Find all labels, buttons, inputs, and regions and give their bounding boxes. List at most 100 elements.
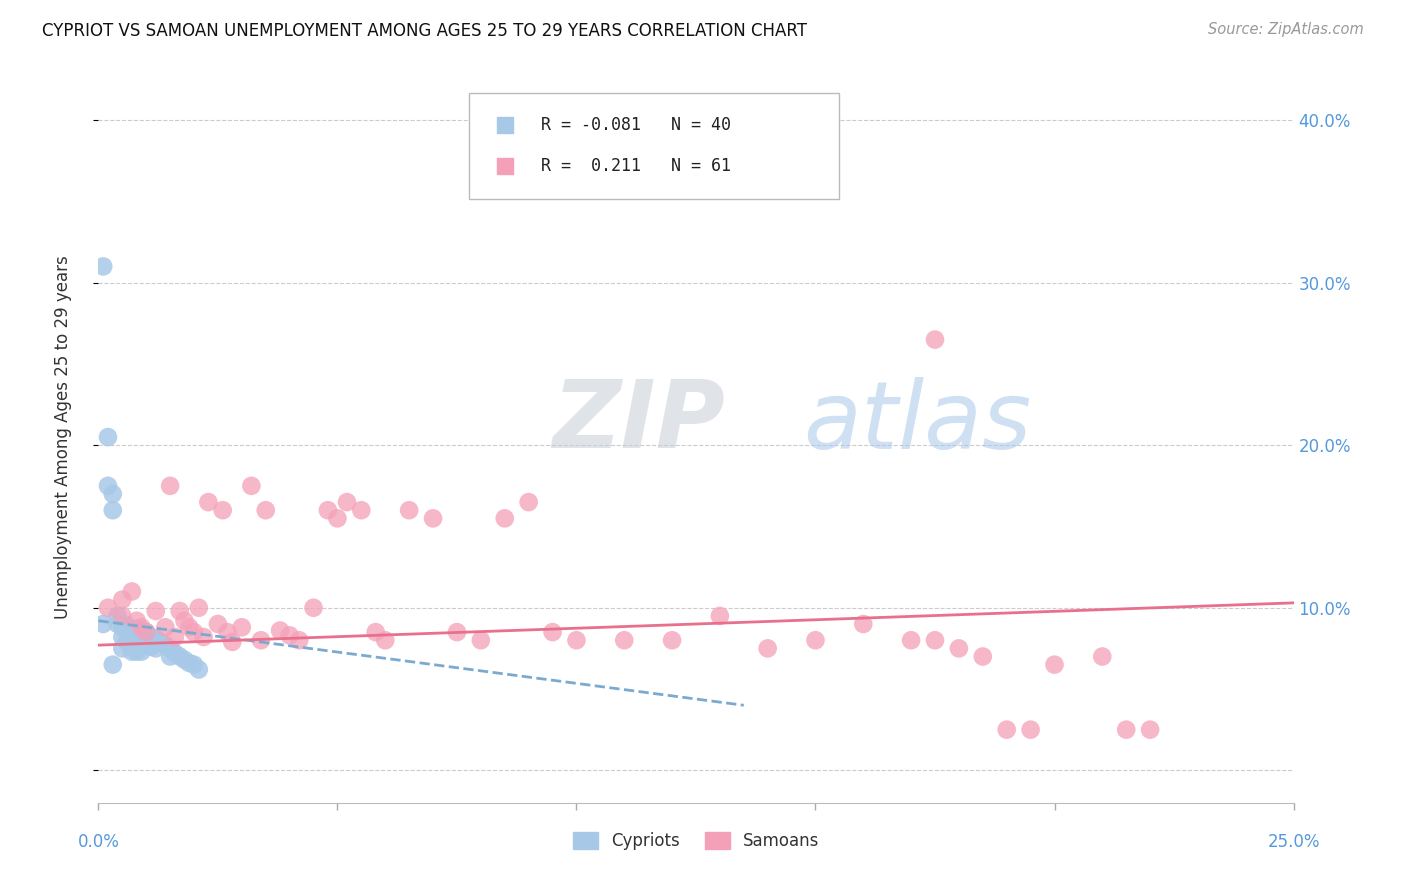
Point [852,617,875,632]
Point [211,503,233,517]
Point [159,479,181,493]
Point [900,633,922,648]
Point [446,625,468,640]
Point [125,633,148,648]
Point [107,608,129,623]
Point [97,600,120,615]
Point [250,633,273,648]
Point [115,635,138,649]
Point [924,633,946,648]
Point [139,640,162,654]
Point [97,430,120,444]
Text: ZIP: ZIP [553,376,725,468]
Point [135,635,157,649]
Point [173,614,195,628]
Point [374,633,396,648]
Point [91,617,114,632]
Point [145,641,167,656]
FancyBboxPatch shape [470,94,839,200]
Point [422,511,444,525]
Point [101,657,124,672]
Point [1115,723,1137,737]
Point [278,628,301,642]
Point [163,646,186,660]
Legend: Cypriots, Samoans: Cypriots, Samoans [565,825,827,856]
Point [131,645,153,659]
Point [517,495,540,509]
Point [269,624,291,638]
Point [661,633,683,648]
Point [948,641,970,656]
Point [613,633,636,648]
Point [804,633,827,648]
Point [121,636,143,650]
Point [924,333,946,347]
Point [179,620,201,634]
Point [125,614,148,628]
Text: CYPRIOT VS SAMOAN UNEMPLOYMENT AMONG AGES 25 TO 29 YEARS CORRELATION CHART: CYPRIOT VS SAMOAN UNEMPLOYMENT AMONG AGE… [42,22,807,40]
Point [1019,723,1042,737]
Text: 25.0%: 25.0% [1267,833,1320,851]
Point [125,622,148,636]
Point [183,625,205,640]
Text: Source: ZipAtlas.com: Source: ZipAtlas.com [1208,22,1364,37]
Point [1091,649,1114,664]
Point [163,630,186,644]
Point [121,584,143,599]
Point [145,632,167,646]
Point [288,633,311,648]
Point [302,600,325,615]
Point [316,503,339,517]
Point [125,645,148,659]
Point [470,633,492,648]
Y-axis label: Unemployment Among Ages 25 to 29 years: Unemployment Among Ages 25 to 29 years [53,255,72,619]
Point [169,604,191,618]
Point [121,628,143,642]
Point [254,503,277,517]
Point [155,638,177,652]
Point [91,260,114,274]
Point [972,649,994,664]
Point [173,653,195,667]
Point [169,649,191,664]
Point [97,479,120,493]
Point [207,617,229,632]
Text: 0.0%: 0.0% [77,833,120,851]
Point [350,503,373,517]
Point [231,620,253,634]
Point [183,657,205,672]
Point [149,635,172,649]
Point [494,511,516,525]
Text: atlas: atlas [804,377,1032,468]
Point [159,649,181,664]
Text: R = -0.081   N = 40: R = -0.081 N = 40 [541,116,731,134]
Point [217,625,239,640]
Point [135,625,157,640]
Point [139,630,162,644]
Point [1043,657,1066,672]
Point [131,633,153,648]
Text: R =  0.211   N = 61: R = 0.211 N = 61 [541,158,731,176]
Point [541,625,564,640]
Point [221,635,243,649]
Point [187,600,209,615]
Point [336,495,359,509]
Point [135,625,157,640]
Point [364,625,387,640]
Point [756,641,779,656]
Point [111,620,134,634]
Point [111,608,134,623]
Point [111,641,134,656]
Point [115,625,138,640]
Point [193,630,215,644]
Point [107,617,129,632]
Point [111,592,134,607]
Point [131,624,153,638]
Point [145,604,167,618]
Point [121,645,143,659]
Point [326,511,349,525]
Point [398,503,420,517]
Point [995,723,1018,737]
Point [240,479,263,493]
Point [159,641,181,656]
